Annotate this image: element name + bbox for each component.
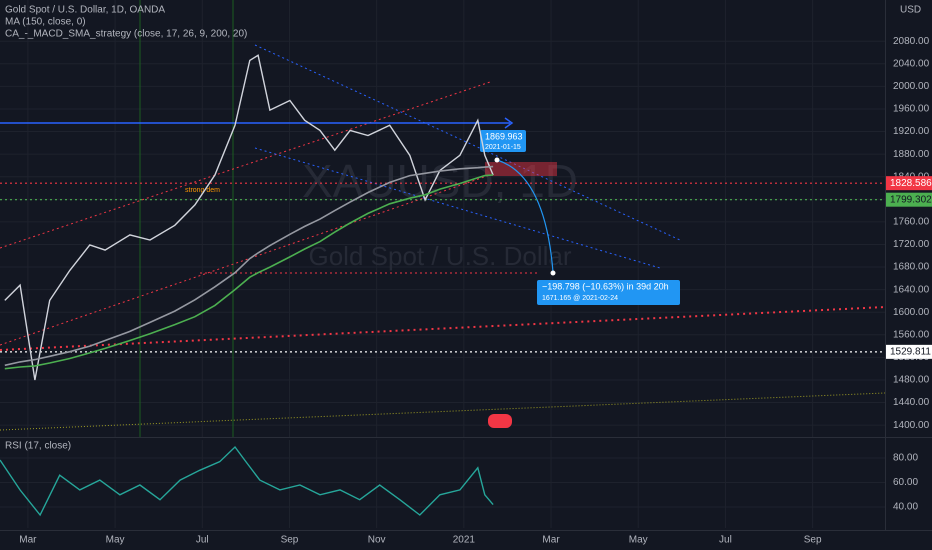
trend-line bbox=[0, 306, 886, 351]
y-tick-label: 1920.00 bbox=[893, 126, 930, 137]
y-tick-label: 1720.00 bbox=[893, 239, 930, 250]
x-tick-label: Nov bbox=[368, 535, 386, 546]
y-tick-label: 1600.00 bbox=[893, 307, 930, 318]
x-tick-label: Jul bbox=[719, 535, 732, 546]
callout-date: 2021-01-15 bbox=[485, 144, 521, 151]
callout-box bbox=[537, 280, 680, 305]
anchor-dot bbox=[494, 157, 500, 163]
x-tick-label: Sep bbox=[281, 535, 299, 546]
x-tick-label: May bbox=[629, 535, 648, 546]
y-tick-label: 80.00 bbox=[893, 453, 918, 464]
price-label-box bbox=[886, 344, 932, 359]
y-tick-label: 60.00 bbox=[893, 477, 918, 488]
projection-arrow bbox=[496, 159, 554, 273]
series-line bbox=[4, 174, 494, 370]
zone bbox=[485, 162, 557, 176]
y-tick-label: 2000.00 bbox=[893, 81, 930, 92]
x-tick-label: May bbox=[106, 535, 125, 546]
ray-arrow bbox=[504, 117, 514, 129]
axis-unit: USD bbox=[900, 5, 921, 16]
y-tick-label: 2040.00 bbox=[893, 58, 930, 69]
y-tick-label: 1480.00 bbox=[893, 375, 930, 386]
y-tick-label: 1760.00 bbox=[893, 217, 930, 228]
channel-line bbox=[254, 147, 661, 269]
watermark-subtitle: Gold Spot / U.S. Dollar bbox=[309, 241, 572, 271]
price-label: 1828.586 bbox=[890, 178, 932, 189]
price-label: 1799.302 bbox=[890, 194, 932, 205]
axes: 1400.001440.001480.001520.001560.001600.… bbox=[19, 36, 932, 546]
trend-channel bbox=[0, 174, 491, 346]
legend-entry: MA (150, close, 0) bbox=[5, 17, 86, 28]
callout-box bbox=[480, 130, 526, 152]
callout-target: 1671.165 @ 2021-02-24 bbox=[542, 295, 618, 302]
series-line bbox=[0, 445, 494, 517]
price-label: 1529.811 bbox=[890, 346, 931, 357]
y-tick-label: 1680.00 bbox=[893, 262, 930, 273]
callout-price: 1869.963 bbox=[485, 131, 523, 141]
trend-line bbox=[0, 392, 886, 431]
pane-title: RSI (17, close) bbox=[5, 441, 71, 452]
series-line bbox=[4, 165, 494, 367]
event-badge bbox=[488, 414, 512, 428]
x-tick-label: Mar bbox=[542, 535, 560, 546]
x-tick-label: Jul bbox=[196, 535, 209, 546]
watermark: XAUUSD, 1D bbox=[302, 155, 578, 207]
y-tick-label: 1960.00 bbox=[893, 104, 930, 115]
anchor-dot bbox=[550, 270, 556, 276]
price-label-box bbox=[886, 176, 932, 191]
y-tick-label: 1880.00 bbox=[893, 149, 930, 160]
callout-measure: −198.798 (−10.63%) in 39d 20h bbox=[542, 281, 669, 291]
trend-channel bbox=[0, 81, 491, 249]
grid bbox=[0, 0, 885, 528]
y-tick-label: 1400.00 bbox=[893, 420, 930, 431]
x-tick-label: 2021 bbox=[453, 535, 476, 546]
x-tick-label: Mar bbox=[19, 535, 37, 546]
y-tick-label: 2080.00 bbox=[893, 36, 930, 47]
plots bbox=[0, 54, 885, 517]
price-label-box bbox=[886, 192, 932, 207]
legend-entry: Gold Spot / U.S. Dollar, 1D, OANDA bbox=[5, 5, 165, 16]
y-tick-label: 1640.00 bbox=[893, 284, 930, 295]
x-tick-label: Sep bbox=[804, 535, 822, 546]
legend-entry: CA_-_MACD_SMA_strategy (close, 17, 26, 9… bbox=[5, 29, 247, 40]
y-tick-label: 1560.00 bbox=[893, 329, 930, 340]
annotation: strong dem bbox=[185, 187, 220, 194]
y-tick-label: 1440.00 bbox=[893, 397, 930, 408]
y-tick-label: 40.00 bbox=[893, 502, 918, 513]
series-line bbox=[4, 54, 494, 381]
